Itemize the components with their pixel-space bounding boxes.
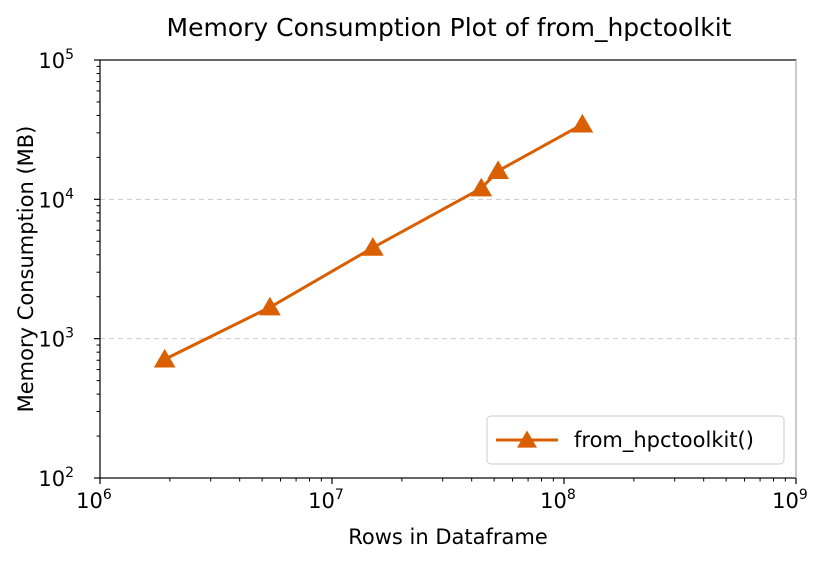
x-tick-label: 106 [76,487,112,513]
legend: from_hpctoolkit() [486,415,785,465]
y-tick-label: 103 [38,326,74,352]
data-point [259,296,281,316]
y-axis-ticks: 102 103 104 105 [38,47,100,491]
y-tick-label: 104 [38,186,74,212]
legend-box [486,415,785,465]
data-point [470,177,493,197]
legend-label: from_hpctoolkit() [574,428,754,453]
x-tick-label: 107 [308,487,344,513]
plot-frame [99,59,797,479]
legend-marker-triangle [517,430,537,448]
chart-title: Memory Consumption Plot of from_hpctoolk… [167,13,732,42]
series-layer [153,113,594,368]
grid-lines [100,198,796,340]
data-point [362,237,384,256]
y-tick-label: 102 [38,465,74,491]
x-tick-label: 109 [772,487,808,513]
x-axis-ticks: 106 107 108 109 [76,478,808,513]
data-point [153,348,176,368]
x-axis-label: Rows in Dataframe [348,525,548,549]
data-point [487,160,509,179]
y-tick-label: 105 [38,47,74,73]
series-line [164,123,584,361]
x-tick-label: 108 [540,487,576,513]
data-point [571,113,594,133]
y-axis-label: Memory Consumption (MB) [14,126,38,413]
